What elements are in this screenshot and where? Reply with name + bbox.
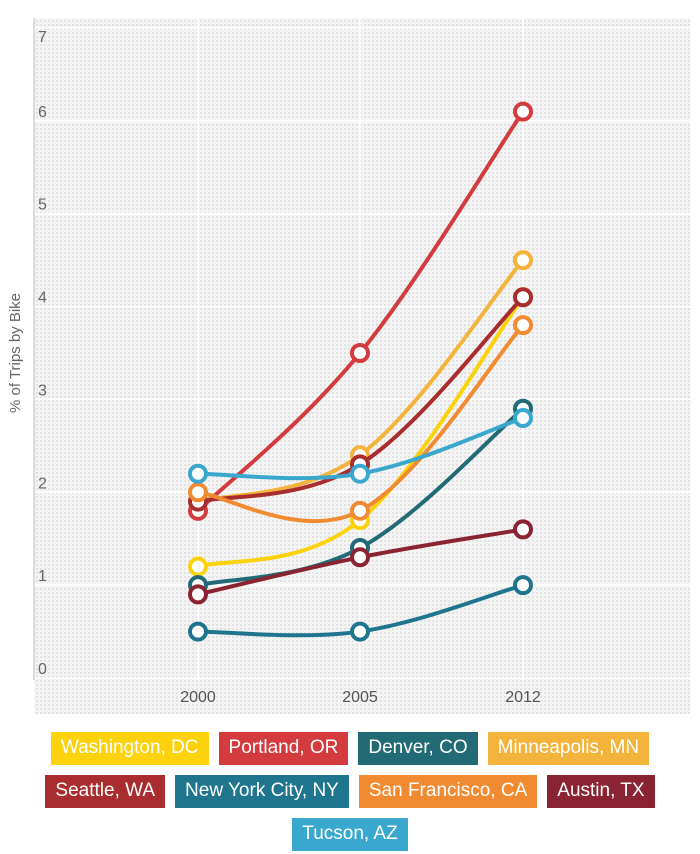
legend-item-san-francisco[interactable]: San Francisco, CA <box>358 775 538 808</box>
line-chart: 0 1 2 3 4 5 6 7 2000 2005 2012 % of Trips by Bike <box>7 18 690 714</box>
data-point-new-york-city-ny <box>188 621 208 642</box>
data-point-new-york-city-ny <box>513 575 533 596</box>
y-tick-label: 2 <box>38 475 47 492</box>
y-tick-label: 4 <box>38 290 47 307</box>
legend-item-denver[interactable]: Denver, CO <box>358 732 478 765</box>
legend-item-portland[interactable]: Portland, OR <box>218 732 349 765</box>
data-point-austin-tx <box>188 584 208 605</box>
data-point-san-francisco-ca <box>188 482 208 503</box>
y-tick-label: 0 <box>38 661 47 678</box>
y-tick-label: 1 <box>38 568 47 585</box>
y-tick-label: 7 <box>38 29 47 46</box>
legend-item-seattle[interactable]: Seattle, WA <box>45 775 166 808</box>
data-point-tucson-az <box>513 408 533 428</box>
data-point-san-francisco-ca <box>350 500 370 521</box>
data-point-tucson-az <box>350 463 370 484</box>
data-point-san-francisco-ca <box>513 315 533 336</box>
y-axis-label: % of Trips by Bike <box>7 293 24 413</box>
x-tick-label: 2000 <box>180 689 216 706</box>
y-tick-label: 3 <box>38 382 47 399</box>
data-point-minneapolis-mn <box>513 250 533 271</box>
legend-item-minneapolis[interactable]: Minneapolis, MN <box>487 732 650 765</box>
data-point-new-york-city-ny <box>350 621 370 642</box>
x-tick-label: 2005 <box>342 689 378 706</box>
x-tick-label: 2012 <box>505 689 541 706</box>
legend-item-austin[interactable]: Austin, TX <box>547 775 655 808</box>
data-point-portland-or <box>513 101 533 122</box>
y-tick-label: 5 <box>38 197 47 214</box>
data-point-portland-or <box>350 343 370 363</box>
data-point-seattle-wa <box>513 287 533 308</box>
legend-item-washington[interactable]: Washington, DC <box>50 732 209 765</box>
chart-legend: Washington, DC Portland, OR Denver, CO M… <box>0 732 700 851</box>
legend-item-tucson[interactable]: Tucson, AZ <box>292 818 408 851</box>
legend-item-new-york-city[interactable]: New York City, NY <box>175 775 349 808</box>
data-point-austin-tx <box>350 547 370 568</box>
data-point-washington-dc <box>188 556 208 577</box>
data-point-austin-tx <box>513 519 533 540</box>
y-tick-label: 6 <box>38 104 47 121</box>
data-point-tucson-az <box>188 463 208 484</box>
x-axis-band <box>34 680 690 714</box>
